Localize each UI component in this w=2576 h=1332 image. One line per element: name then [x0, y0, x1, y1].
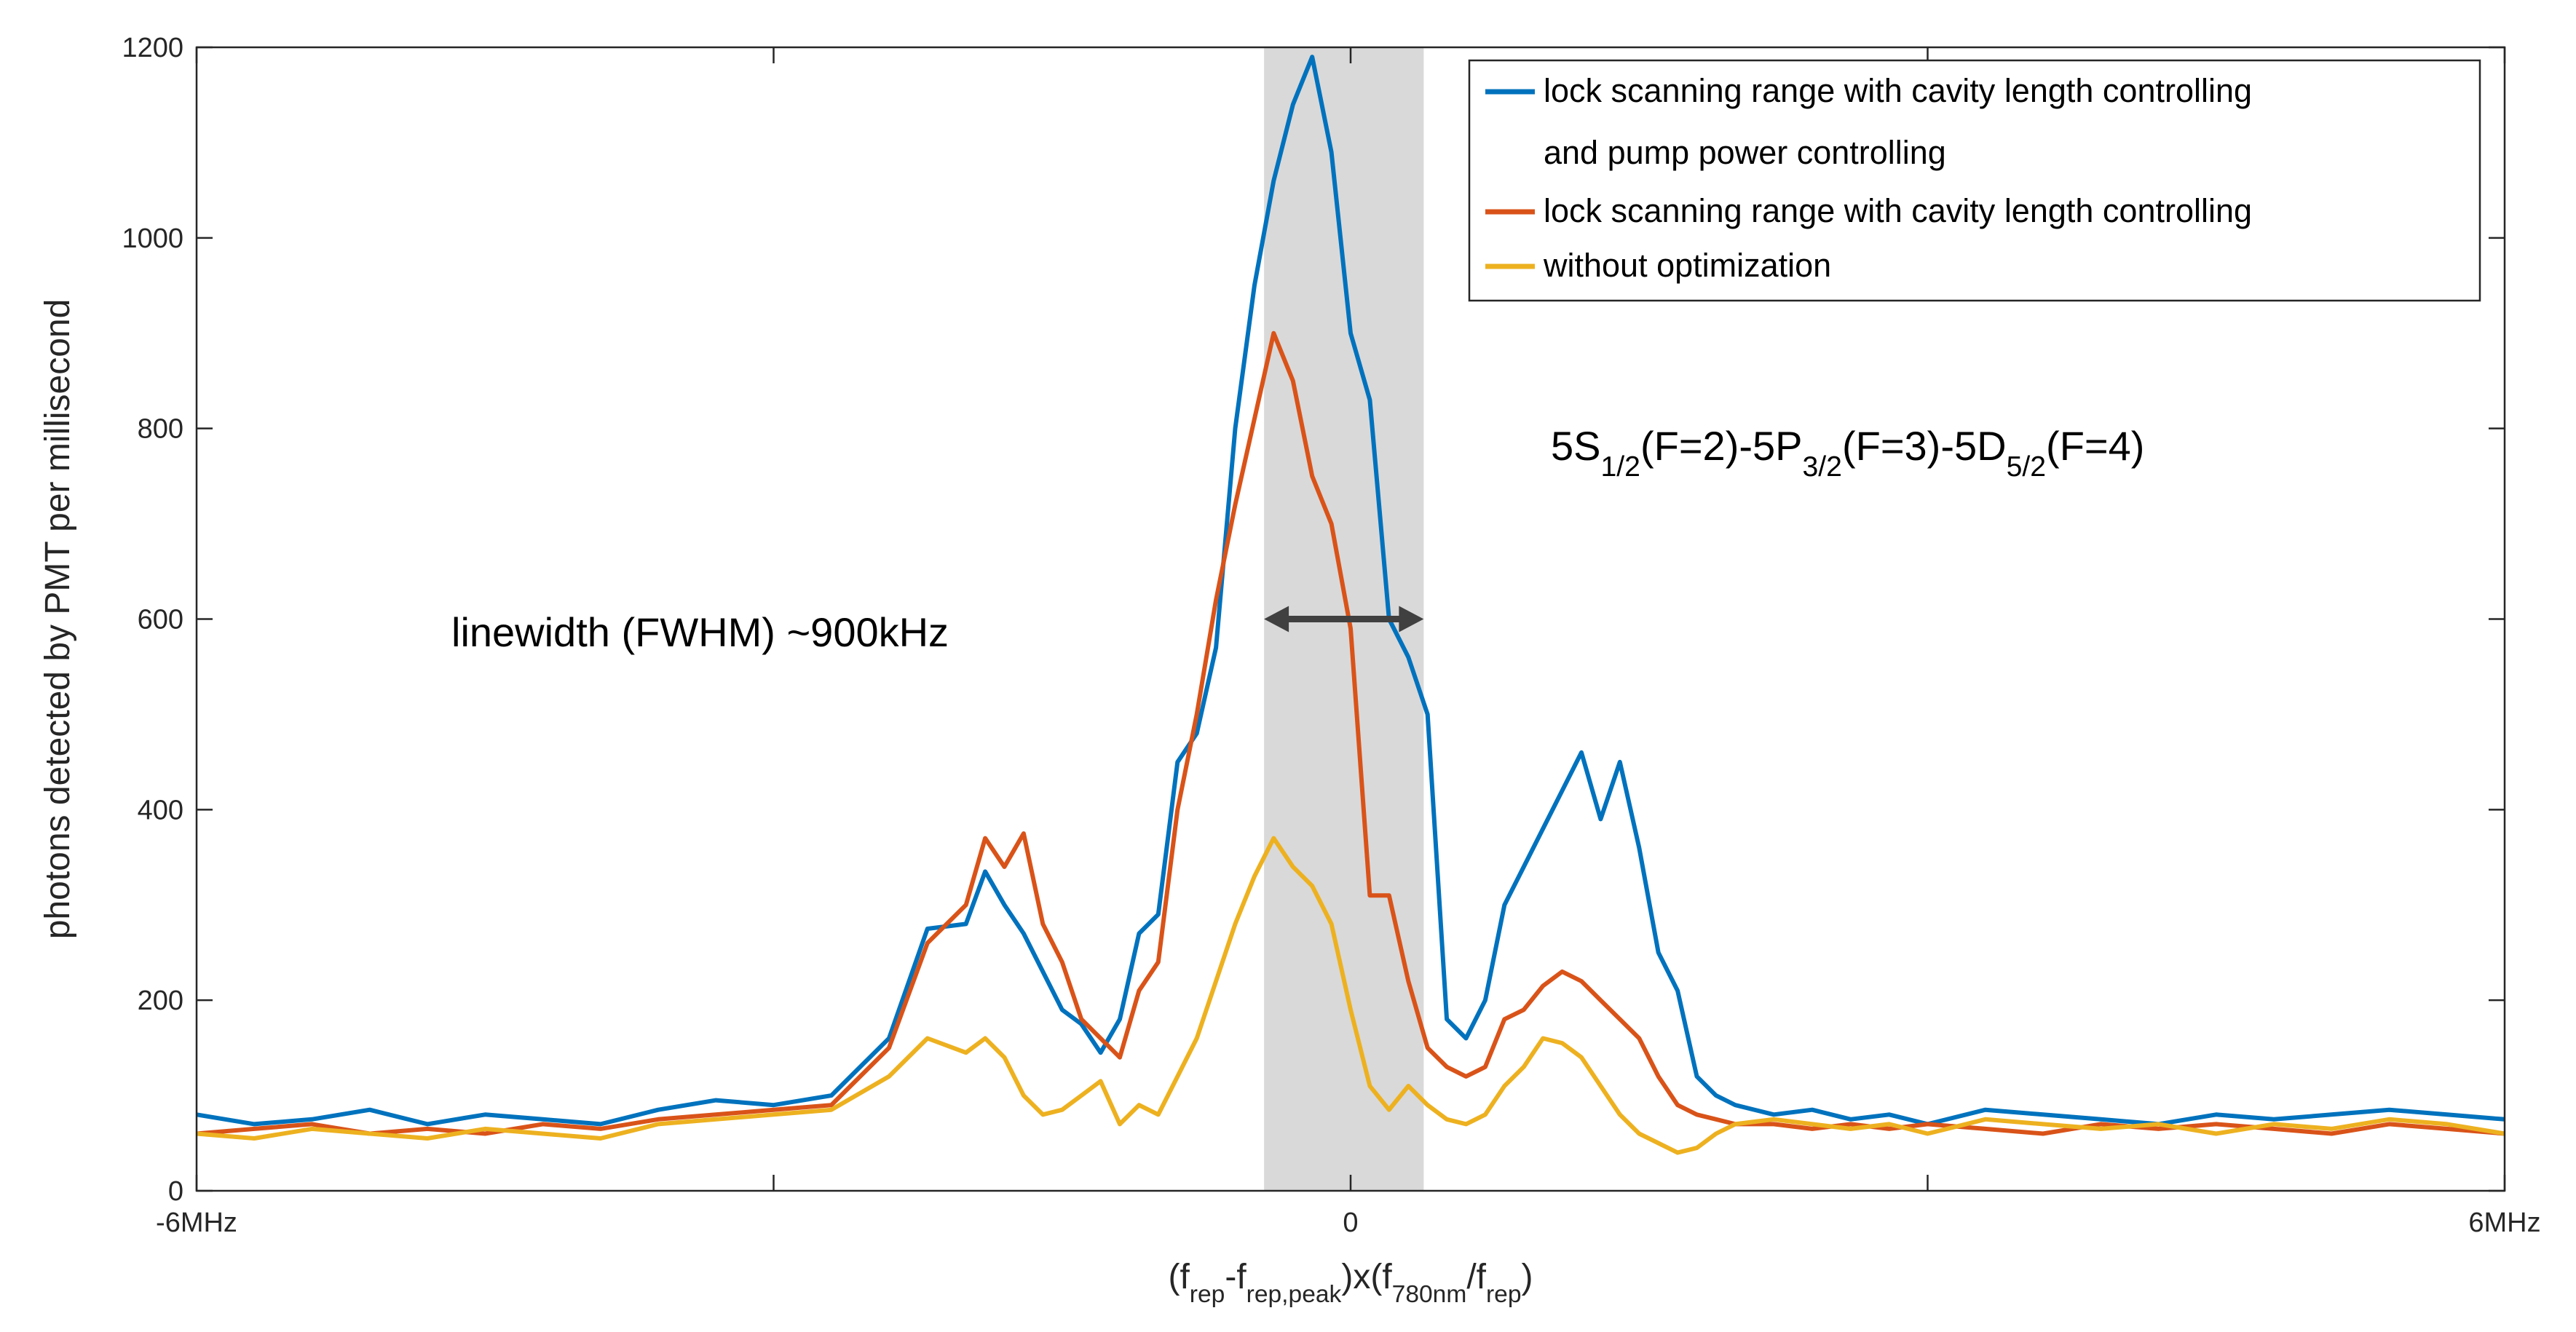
annotation-layer: linewidth (FWHM) ~900kHz 5S1/2(F=2)-5P3/2… — [451, 423, 2144, 655]
x-axis-label-part-3: rep,peak — [1246, 1281, 1342, 1308]
linewidth-annotation: linewidth (FWHM) ~900kHz — [451, 609, 949, 655]
transition-annotation-part-5: 5/2 — [2007, 451, 2046, 483]
transition-annotation: 5S1/2(F=2)-5P3/2(F=3)-5D5/2(F=4) — [1551, 423, 2144, 483]
series-line-0 — [196, 55, 2505, 1127]
x-axis-label-part-1: rep — [1190, 1281, 1225, 1308]
x-axis-label: (frep-frep,peak)x(f780nm/frep) — [1168, 1258, 1533, 1308]
transition-annotation-part-1: 1/2 — [1601, 451, 1640, 483]
legend-entry-3: without optimization — [1543, 247, 1831, 284]
legend-box — [1468, 59, 2481, 302]
y-tick-label: 600 — [138, 605, 183, 635]
transition-annotation-part-3: 3/2 — [1802, 451, 1841, 483]
x-axis-label-part-7: rep — [1486, 1281, 1522, 1308]
y-tick-label: 800 — [138, 414, 183, 445]
legend: lock scanning range with cavity length c… — [1468, 59, 2481, 302]
transition-annotation-part-6: (F=4) — [2046, 423, 2144, 469]
fwhm-arrowhead-left — [1264, 606, 1289, 633]
y-tick-label: 200 — [138, 986, 183, 1016]
transition-annotation-part-2: (F=2)-5P — [1640, 423, 1803, 469]
transition-annotation-part-4: (F=3)-5D — [1842, 423, 2007, 469]
y-axis-label: photons detected by PMT per millisecond — [39, 299, 77, 940]
fwhm-arrowhead-right — [1399, 606, 1424, 633]
x-axis-label-part-2: -f — [1225, 1258, 1246, 1296]
x-axis-label-part-5: 780nm — [1392, 1281, 1467, 1308]
transition-annotation-part-0: 5S — [1551, 423, 1601, 469]
y-tick-label: 400 — [138, 795, 183, 825]
y-tick-label: 1000 — [122, 223, 183, 254]
legend-entry-1: and pump power controlling — [1544, 134, 1946, 171]
x-axis-label-part-6: /f — [1466, 1258, 1486, 1296]
x-axis-label-part-8: ) — [1522, 1258, 1533, 1296]
x-tick-label: 6MHz — [2468, 1208, 2540, 1238]
x-axis-label-part-0: (f — [1168, 1258, 1190, 1296]
series-layer — [196, 55, 2505, 1155]
series-line-2 — [196, 836, 2505, 1155]
x-tick-label: -6MHz — [156, 1208, 237, 1238]
y-tick-label: 0 — [168, 1176, 183, 1207]
x-axis-label-part-4: )x(f — [1341, 1258, 1392, 1296]
legend-entry-0: lock scanning range with cavity length c… — [1544, 72, 2252, 109]
legend-entry-2: lock scanning range with cavity length c… — [1544, 192, 2252, 229]
y-tick-label: 1200 — [122, 33, 183, 63]
x-tick-label: 0 — [1343, 1208, 1358, 1238]
